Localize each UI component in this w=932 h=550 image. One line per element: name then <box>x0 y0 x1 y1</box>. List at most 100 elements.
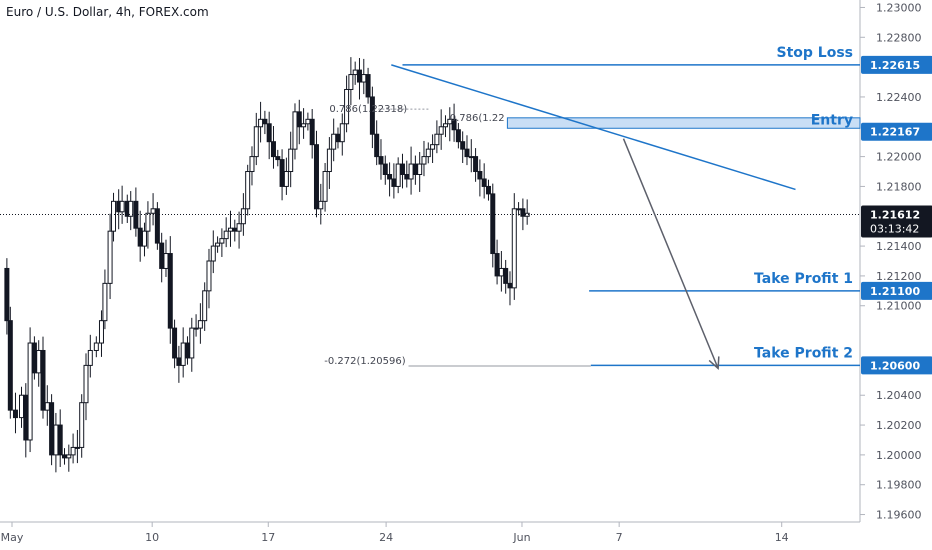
candlesticks <box>4 57 530 473</box>
candle-up <box>292 111 298 150</box>
candle-up <box>288 148 294 173</box>
candle-up <box>111 200 117 232</box>
candle-up <box>417 163 423 175</box>
candle-down <box>477 171 483 180</box>
candle-down <box>275 156 281 161</box>
time-tick-label: Jun <box>512 531 530 544</box>
price-tick-label: 1.21800 <box>876 180 922 193</box>
candle-up <box>442 123 448 128</box>
price-tick-label: 1.19600 <box>876 509 922 522</box>
candle-up <box>249 156 255 173</box>
candle-down <box>176 357 182 366</box>
candle-down <box>266 123 272 143</box>
candle-down <box>7 320 13 411</box>
candle-down <box>387 173 393 180</box>
candle-up <box>421 156 427 165</box>
entry-zone-box[interactable] <box>506 117 861 129</box>
candle-up <box>197 320 203 329</box>
candle-up <box>19 394 24 419</box>
chart-title: Euro / U.S. Dollar, 4h, FOREX.com <box>6 5 209 19</box>
fib-label-2: 0.786(1.22 <box>450 113 505 124</box>
candle-down <box>485 185 491 195</box>
price-tick-label: 1.22000 <box>876 151 922 164</box>
candle-up <box>516 208 522 211</box>
candle-up <box>511 208 517 289</box>
candle-up <box>79 402 85 448</box>
fib-label-3: -0.272(1.20596) <box>324 356 405 367</box>
candle-up <box>434 133 440 146</box>
take-profit-2-price-tag: 1.20600 <box>861 356 932 375</box>
candle-down <box>12 409 18 419</box>
time-tick-label: 24 <box>379 531 393 544</box>
candle-up <box>430 144 436 150</box>
candle-up <box>163 253 169 269</box>
candle-up <box>44 402 50 411</box>
candle-up <box>331 133 337 150</box>
candle-down <box>313 144 319 210</box>
candle-down <box>184 342 190 359</box>
candle-up <box>352 69 358 76</box>
candle-down <box>57 424 63 456</box>
stop-loss-price-tag: 1.22615 <box>861 55 932 74</box>
candle-down <box>270 141 276 158</box>
projection-arrow-line[interactable] <box>622 138 719 369</box>
resistance-trendline[interactable] <box>391 64 796 191</box>
time-tick-label: 7 <box>616 531 623 544</box>
price-tick-label: 1.23000 <box>876 1 922 14</box>
price-tick-label: 1.22800 <box>876 31 922 44</box>
candle-up <box>98 320 104 344</box>
candle-down <box>40 349 46 411</box>
time-tick-label: 14 <box>775 531 789 544</box>
price-tick-label: 1.20000 <box>876 449 922 462</box>
candle-up <box>326 148 332 173</box>
candle-up <box>219 238 225 244</box>
candle-down <box>391 178 397 187</box>
candle-down <box>154 208 160 244</box>
take-profit-2-label: Take Profit 2 <box>754 345 853 361</box>
projection-arrow-head <box>708 356 720 370</box>
candle-down <box>159 242 165 269</box>
candle-up <box>83 364 89 404</box>
candle-up <box>70 446 76 456</box>
candle-up <box>322 171 328 202</box>
stop-loss-label: Stop Loss <box>777 45 854 61</box>
candle-up <box>119 200 125 213</box>
candle-up <box>36 349 42 374</box>
entry-label: Entry <box>811 113 853 129</box>
price-tick-label: 1.19800 <box>876 479 922 492</box>
candle-down <box>507 282 513 289</box>
candle-up <box>210 245 216 262</box>
candle-up <box>361 74 367 83</box>
candle-down <box>172 327 178 359</box>
candle-down <box>23 394 29 441</box>
candle-up <box>66 454 72 459</box>
stop-loss-price: 1.22615 <box>870 59 920 72</box>
current-price: 1.21612 <box>870 208 920 221</box>
entry-price: 1.22167 <box>870 126 920 139</box>
candle-down <box>460 141 466 150</box>
candle-down <box>374 133 380 158</box>
candle-up <box>348 74 354 90</box>
price-tick-label: 1.21400 <box>876 240 922 253</box>
price-tick-label: 1.22400 <box>876 91 922 104</box>
candle-up <box>240 208 246 225</box>
candle-up <box>53 424 59 456</box>
candle-down <box>382 163 388 175</box>
candle-down <box>279 159 285 187</box>
candle-up <box>283 171 289 187</box>
time-tick-label: 10 <box>145 531 159 544</box>
candle-up <box>425 148 431 158</box>
fib-label-1: 0.786(1.22318) <box>329 104 407 115</box>
price-tick-label: 1.21200 <box>876 270 922 283</box>
candle-down <box>365 74 371 98</box>
candle-up <box>102 282 108 322</box>
time-tick-label: May <box>1 531 24 544</box>
candle-down <box>451 118 457 131</box>
take-profit-1-label: Take Profit 1 <box>754 271 853 287</box>
candle-up <box>180 342 186 366</box>
candle-down <box>31 342 37 374</box>
candle-down <box>262 118 268 125</box>
candle-up <box>215 242 221 247</box>
candle-down <box>4 267 10 322</box>
